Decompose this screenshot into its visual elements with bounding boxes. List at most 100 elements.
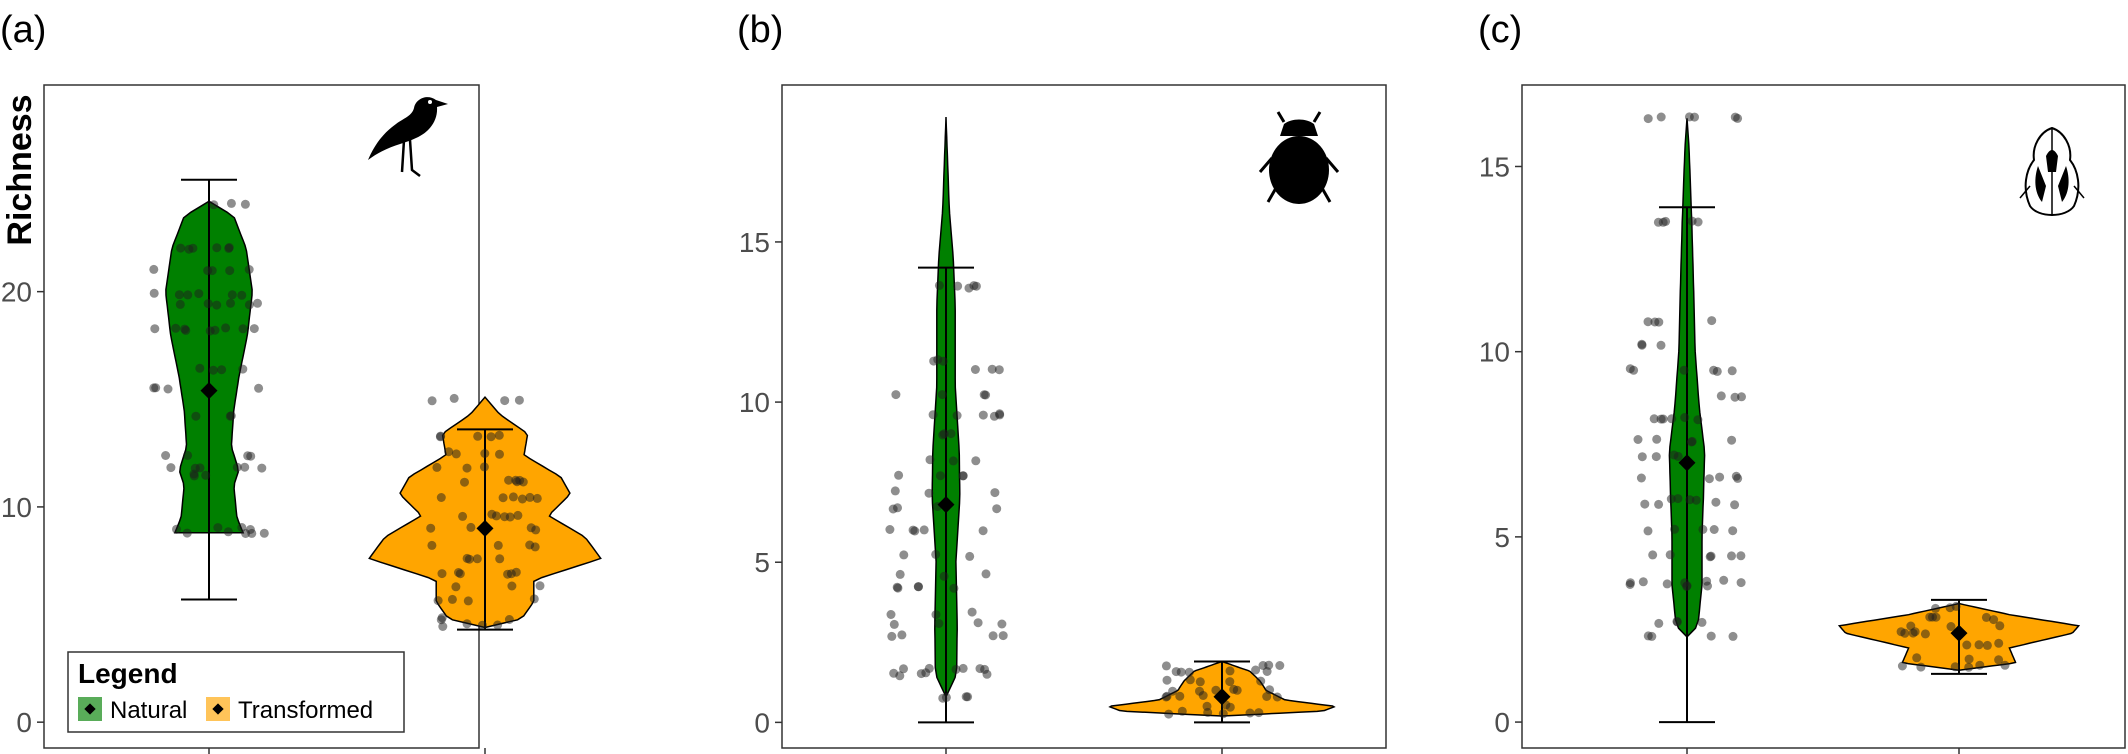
data-point (498, 493, 508, 503)
data-point (1195, 686, 1204, 696)
data-point (970, 365, 980, 374)
data-point (191, 411, 201, 421)
data-point (1705, 552, 1715, 562)
data-point (259, 528, 269, 538)
data-point (1736, 551, 1746, 561)
y-tick-label: 15 (739, 227, 770, 258)
y-tick-label: 5 (1494, 522, 1510, 553)
data-point (1652, 434, 1662, 444)
data-point (1715, 472, 1725, 482)
data-point (899, 664, 908, 674)
data-point (958, 663, 968, 673)
data-point (1673, 494, 1683, 504)
data-point (1218, 709, 1228, 719)
data-point (979, 390, 989, 400)
data-point (990, 488, 1000, 498)
data-point (212, 243, 222, 253)
violin-transformed (1108, 660, 1336, 724)
data-point (1897, 661, 1907, 671)
data-point (1640, 499, 1650, 509)
data-point (150, 324, 160, 334)
data-point (203, 266, 213, 276)
data-point (998, 631, 1008, 641)
data-point (223, 527, 233, 537)
data-point (1633, 435, 1643, 444)
data-point (180, 324, 190, 334)
data-point (934, 280, 944, 290)
legend-label-transformed: Transformed (238, 697, 373, 724)
data-point (240, 462, 250, 472)
data-point (1643, 114, 1653, 124)
data-point (1162, 675, 1172, 685)
y-tick-label: 0 (16, 707, 32, 738)
data-point (1712, 366, 1722, 376)
data-point (967, 607, 977, 617)
y-tick-label: 10 (1479, 337, 1510, 368)
data-point (899, 550, 909, 560)
data-point (1950, 662, 1960, 672)
y-tick-label: 0 (1494, 707, 1510, 738)
data-point (494, 430, 504, 440)
insect-line-drawing-icon (2019, 126, 2085, 216)
data-point (1656, 340, 1666, 350)
data-point (928, 410, 938, 420)
data-point (458, 511, 468, 521)
data-point (513, 510, 523, 520)
data-point (1654, 618, 1664, 628)
data-point (226, 298, 235, 308)
data-point (172, 524, 181, 534)
data-point (532, 493, 542, 503)
data-point (212, 300, 222, 310)
data-point (1637, 339, 1647, 349)
data-point (981, 569, 991, 579)
data-point (1906, 621, 1916, 631)
data-point (1636, 473, 1646, 483)
data-point (980, 664, 990, 674)
data-point (1719, 575, 1729, 585)
data-point (1164, 709, 1174, 719)
data-point (240, 199, 250, 209)
data-point (237, 523, 247, 532)
data-point (1727, 551, 1736, 561)
data-point (460, 477, 469, 487)
y-axis-label: Richness (1, 94, 39, 245)
data-point (1928, 612, 1937, 622)
data-point (472, 554, 482, 564)
legend-box (67, 651, 405, 733)
data-point (1251, 665, 1261, 675)
chart-panel-a: (a) 0 10 20 Richness (0, 9, 602, 754)
data-point (935, 471, 945, 481)
data-point (1994, 638, 2004, 648)
data-point (895, 569, 905, 579)
data-point (1994, 655, 2004, 665)
data-point (226, 198, 236, 208)
data-point (992, 504, 1002, 514)
data-point (1275, 661, 1285, 670)
data-point (535, 581, 545, 591)
data-point (436, 615, 446, 625)
y-tick-label: 10 (739, 387, 770, 418)
data-point (1225, 666, 1235, 676)
data-point (1691, 495, 1701, 505)
data-point (182, 528, 192, 538)
data-point (997, 619, 1007, 629)
data-point (994, 365, 1004, 375)
data-point (244, 265, 254, 274)
data-point (1707, 316, 1717, 326)
data-point (525, 540, 535, 550)
data-point (2000, 660, 2010, 670)
y-tick-label: 15 (1479, 151, 1510, 182)
data-point (1175, 691, 1185, 701)
data-point (166, 463, 176, 473)
panel-label: (b) (737, 9, 783, 51)
data-point (1666, 494, 1676, 504)
data-point (462, 619, 472, 629)
data-point (1658, 217, 1668, 227)
data-point (885, 525, 895, 534)
data-point (893, 503, 902, 513)
data-point (1704, 474, 1714, 484)
violin-transformed (368, 393, 602, 631)
data-point (894, 470, 904, 480)
data-point (988, 631, 998, 641)
data-point (941, 692, 951, 702)
